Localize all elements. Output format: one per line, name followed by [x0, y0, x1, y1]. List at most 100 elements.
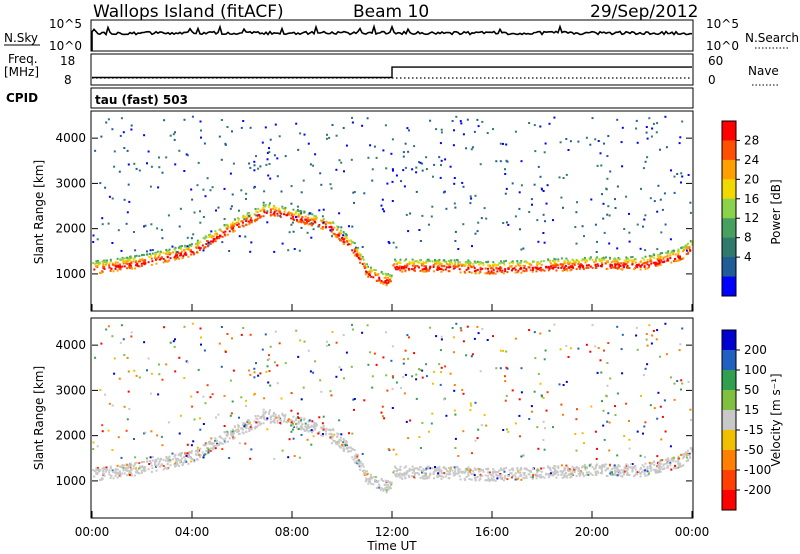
- echo-point: [408, 262, 411, 265]
- echo-point: [92, 241, 95, 243]
- echo-point: [399, 476, 402, 479]
- echo-point: [151, 260, 154, 263]
- echo-point: [92, 234, 95, 237]
- echo-point: [174, 258, 177, 261]
- echo-point: [661, 468, 664, 471]
- echo-point: [176, 463, 179, 466]
- echo-point: [503, 467, 506, 470]
- echo-point: [147, 468, 150, 471]
- echo-point: [186, 361, 189, 364]
- echo-point: [424, 472, 427, 475]
- echo-point: [533, 124, 536, 127]
- echo-point: [525, 261, 528, 264]
- echo-point: [463, 270, 466, 273]
- echo-point: [328, 226, 331, 229]
- echo-point: [484, 272, 487, 275]
- colorbar-tick-label: 16: [744, 192, 759, 206]
- echo-point: [297, 221, 300, 224]
- echo-point: [548, 329, 551, 332]
- echo-point: [673, 175, 676, 178]
- echo-point: [300, 398, 303, 401]
- echo-point: [528, 418, 531, 420]
- echo-point: [616, 392, 619, 395]
- echo-point: [179, 247, 182, 250]
- echo-point: [542, 213, 545, 216]
- echo-point: [625, 256, 628, 259]
- echo-point: [110, 474, 113, 477]
- echo-point: [432, 264, 435, 267]
- echo-point: [269, 209, 272, 212]
- echo-point: [531, 410, 533, 413]
- echo-point: [119, 134, 122, 137]
- echo-point: [647, 265, 650, 268]
- echo-point: [469, 469, 472, 472]
- echo-point: [571, 266, 574, 269]
- echo-point: [268, 151, 271, 154]
- echo-point: [257, 414, 260, 417]
- echo-point: [504, 399, 507, 402]
- echo-point: [599, 359, 602, 362]
- echo-point: [241, 216, 244, 219]
- echo-point: [97, 469, 100, 472]
- echo-point: [150, 372, 153, 375]
- echo-point: [674, 257, 677, 260]
- echo-point: [499, 367, 502, 370]
- echo-point: [434, 469, 436, 472]
- echo-point: [646, 261, 649, 263]
- echo-point: [631, 463, 634, 465]
- echo-point: [657, 471, 660, 474]
- echo-point: [336, 432, 339, 435]
- echo-point: [353, 254, 356, 257]
- echo-point: [113, 357, 116, 360]
- echo-point: [689, 211, 692, 214]
- echo-point: [614, 414, 617, 416]
- echo-point: [608, 449, 611, 452]
- echo-point: [248, 428, 251, 431]
- echo-point: [602, 463, 605, 466]
- echo-point: [619, 472, 622, 474]
- echo-point: [623, 259, 626, 262]
- echo-point: [609, 472, 612, 475]
- echo-point: [429, 119, 432, 122]
- echo-point: [506, 478, 509, 481]
- echo-point: [444, 365, 447, 368]
- echo-point: [403, 185, 406, 188]
- power-colorbar-label: Power [dB]: [769, 179, 783, 244]
- echo-point: [656, 417, 659, 420]
- echo-point: [205, 236, 208, 239]
- echo-point: [473, 270, 476, 273]
- echo-point: [547, 259, 550, 262]
- echo-point: [322, 218, 325, 221]
- echo-point: [96, 472, 99, 475]
- echo-point: [626, 261, 629, 264]
- echo-point: [369, 473, 372, 476]
- echo-point: [408, 129, 410, 132]
- echo-point: [568, 266, 571, 269]
- echo-point: [432, 382, 434, 385]
- echo-point: [262, 204, 265, 207]
- echo-point: [595, 458, 598, 460]
- echo-point: [374, 274, 377, 277]
- echo-point: [681, 120, 684, 123]
- echo-point: [418, 468, 421, 471]
- echo-point: [453, 466, 456, 469]
- echo-point: [369, 271, 372, 274]
- echo-point: [425, 267, 428, 270]
- echo-point: [272, 213, 275, 216]
- echo-point: [190, 249, 192, 252]
- echo-point: [243, 425, 246, 428]
- echo-point: [594, 223, 597, 226]
- echo-point: [230, 226, 233, 229]
- echo-point: [691, 243, 694, 246]
- echo-point: [643, 258, 646, 261]
- echo-point: [123, 472, 126, 475]
- nsky-tick-bottom: 10^0: [49, 39, 82, 53]
- echo-point: [574, 226, 577, 228]
- echo-point: [299, 132, 302, 135]
- echo-point: [642, 469, 645, 472]
- echo-point: [95, 262, 98, 265]
- echo-point: [411, 268, 414, 271]
- echo-point: [347, 446, 350, 449]
- echo-point: [444, 268, 447, 271]
